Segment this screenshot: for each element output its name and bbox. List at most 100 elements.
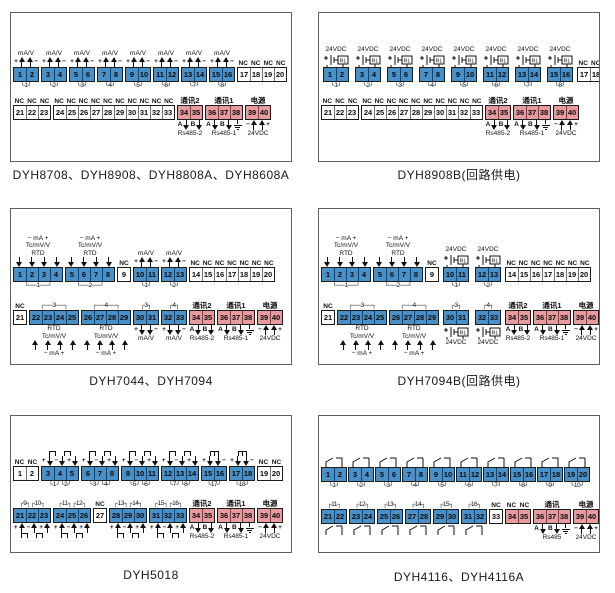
terminal-group: ┌14┐ 27 28 — [405, 499, 431, 551]
group-top-annotation: NC — [489, 499, 503, 509]
terminal-group: ┌──4──┐ 26 27 28 29 RTD Tc/mV/V − mA + — [389, 300, 439, 361]
polarity-label: A — [189, 326, 195, 333]
annotation-text: − mA + — [27, 234, 49, 242]
svg-text:RL: RL — [340, 59, 347, 65]
terminal-group: ┌15┐ 29 30 — [433, 499, 459, 551]
arrow-down-icon — [349, 257, 356, 267]
terminal-block: 15 16 — [201, 466, 227, 481]
group-label: 通讯1 — [522, 95, 542, 105]
terminal-11: 11 — [146, 467, 158, 480]
terminal-33: 33 — [174, 311, 186, 324]
terminal-group: 通讯1 36 37 38 A B Rs485-1 — [217, 300, 255, 361]
terminal-row: ┌9┐┌10┐ 21 22 23 + − + ┌11┐┌12┐ 24 25 26 + − + NC 27 ┌13… — [11, 498, 291, 550]
terminal-group: 24VDC RL 9 10 └5┘ — [449, 43, 479, 91]
terminal-31: 31 — [146, 311, 158, 324]
terminal-group: 电源 39 40− +24VDC — [257, 498, 283, 550]
svg-text:RL: RL — [436, 59, 443, 65]
group-top-annotation: 24VDC RL — [353, 43, 383, 67]
terminal-34: 34 — [506, 311, 518, 324]
annotation-text: └7┘ — [188, 82, 200, 89]
terminal-3: 3 — [38, 268, 50, 281]
terminal-30: 30 — [446, 510, 458, 523]
loop-power-rl-icon: RL — [441, 325, 471, 339]
arrow-up-icon — [392, 340, 399, 350]
ground-icon — [245, 325, 254, 335]
group-label: 电源 — [262, 300, 278, 310]
terminal-2: 2 — [334, 268, 346, 281]
terminal-23: 23 — [42, 311, 54, 324]
arrow-row — [81, 340, 131, 350]
terminal-7: 7 — [90, 268, 102, 281]
arrow-cell — [28, 257, 35, 267]
polarity-label: − — [122, 524, 127, 531]
group-bottom-annotation: − +24VDC — [245, 120, 271, 147]
arrow-up-icon — [166, 257, 173, 267]
terminal-group: − mA + Tc/mV/V RTD 1 2 3 4 └──1──┘ — [13, 231, 63, 292]
nc-label: NC — [95, 500, 105, 508]
arrow-cell — [109, 340, 116, 350]
terminal-21: 21 — [322, 106, 334, 119]
terminal-36: 36 — [534, 510, 546, 523]
nc-label: NC — [27, 458, 38, 466]
terminal-29: 29 — [114, 106, 126, 119]
terminal-27: 27 — [398, 106, 410, 119]
pulse-icon — [104, 451, 111, 456]
arrow-down-icon — [138, 325, 145, 335]
terminal-37: 37 — [526, 106, 538, 119]
annotation-text: mA/V — [214, 49, 230, 57]
group-top-annotation: ┌16┐ — [461, 499, 487, 509]
arrow-down-icon — [147, 325, 154, 335]
polarity-label: + — [594, 326, 598, 333]
terminal-25: 25 — [66, 106, 78, 119]
terminal-block: 34 35 — [177, 105, 203, 120]
terminal-7: 7 — [398, 268, 410, 281]
arrow-down-icon — [183, 120, 190, 130]
pulse-icon — [144, 451, 151, 456]
terminal-27: 27 — [94, 509, 106, 522]
terminal-group: ┌16┐ 31 32 — [461, 499, 487, 551]
arrow-up-icon — [147, 257, 154, 267]
terminal-28: 28 — [414, 311, 426, 324]
terminal-group: 24VDC RL 5 6 └3┘ — [385, 43, 415, 91]
group-bottom-annotation: + − mA/V — [133, 325, 159, 361]
annotation-text: └2┘ — [482, 282, 494, 289]
loop-power-rl-icon: RL — [441, 253, 471, 267]
nc-labels: NC NC — [13, 459, 39, 467]
group-bottom-annotation: └10┘ — [564, 482, 590, 491]
terminal-38: 38 — [242, 509, 254, 522]
arrow-down-icon — [208, 523, 215, 533]
arrow-up-icon — [18, 523, 25, 533]
group-bottom-annotation: A B Rs485-1 — [513, 120, 551, 147]
terminal-block: 9 10 — [125, 67, 151, 82]
arrow-down-icon — [166, 456, 173, 466]
arrow-up-icon — [429, 340, 436, 350]
pulse-row — [13, 533, 51, 538]
terminal-20: 20 — [274, 68, 286, 81]
terminal-30: 30 — [444, 311, 456, 324]
polarity-label: − — [66, 524, 71, 531]
svg-text:RL: RL — [500, 59, 507, 65]
group-bottom-annotation: └──1──┘ — [321, 282, 371, 292]
nc-label: NC — [151, 97, 162, 105]
annotation-text: Rs485-1 — [223, 335, 249, 342]
arrow-down-icon — [519, 120, 526, 130]
annotation-text: Tc/mV/V — [41, 332, 67, 340]
polarity-label: − — [250, 457, 254, 464]
terminal-row: mA/V + −1 2 └1┘ mA/V + −3 4 └2┘ mA/V + −5 6 └3┘ mA/V + −7… — [11, 47, 291, 91]
nc-label: NC — [567, 259, 578, 267]
terminal-13: 13 — [182, 68, 194, 81]
terminal-26: 26 — [390, 510, 402, 523]
terminal-group: + − +9 10 11 └5┘└6┘ — [121, 448, 159, 490]
arrow-cell: A — [534, 325, 546, 335]
terminal-block: 9 — [425, 267, 439, 282]
terminal-11: 11 — [146, 268, 158, 281]
panel-dyh7094b: − mA + Tc/mV/V RTD 1 2 3 4 └──1──┘ − mA + Tc/mV/V… — [318, 208, 600, 365]
terminal-36: 36 — [218, 311, 230, 324]
arrow-cell: + — [150, 523, 161, 533]
terminal-group: 13 14 └7┘ — [483, 454, 509, 491]
terminal-3: 3 — [356, 68, 368, 81]
group-top-annotation: − mA + Tc/mV/V RTD — [373, 231, 423, 267]
terminal-group: ┌13┐ 25 26 — [377, 499, 403, 551]
